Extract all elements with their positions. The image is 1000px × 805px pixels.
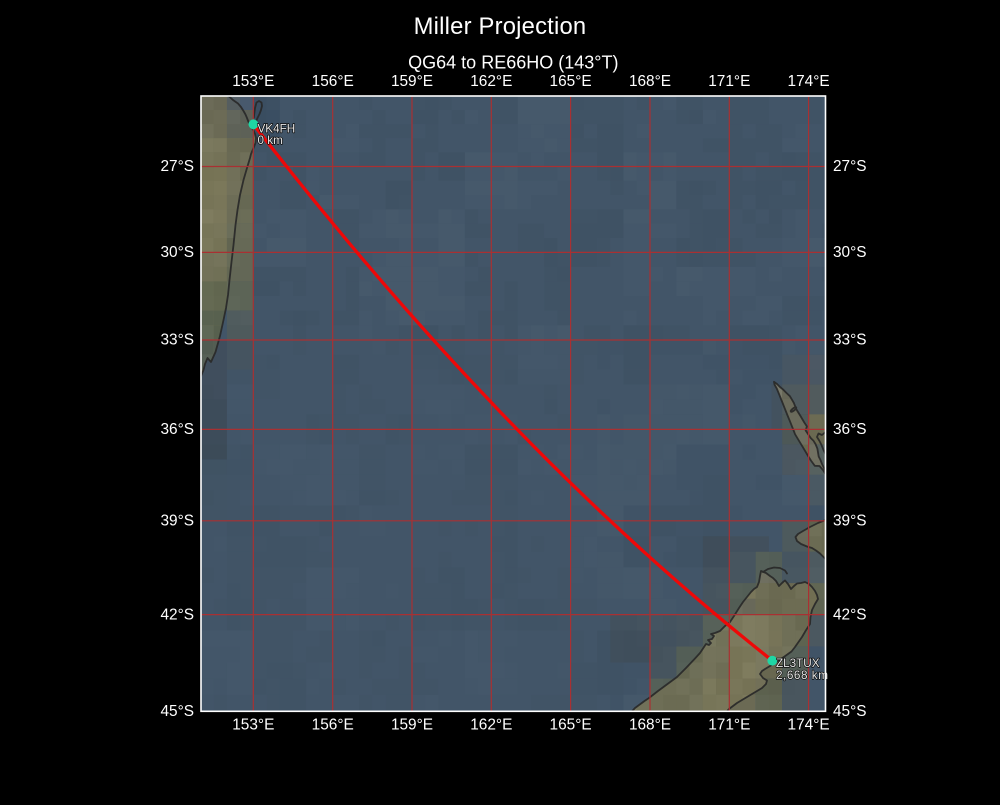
svg-text:156°E: 156°E — [312, 717, 354, 734]
svg-text:2,668 km: 2,668 km — [776, 669, 828, 682]
svg-text:168°E: 168°E — [629, 717, 671, 734]
svg-text:ZL3TUX: ZL3TUX — [776, 657, 820, 670]
svg-text:36°S: 36°S — [833, 421, 867, 438]
svg-text:174°E: 174°E — [788, 73, 830, 90]
svg-text:VK4FH: VK4FH — [258, 122, 296, 135]
svg-text:153°E: 153°E — [232, 73, 274, 90]
svg-text:45°S: 45°S — [160, 703, 194, 720]
svg-text:165°E: 165°E — [550, 717, 592, 734]
svg-text:165°E: 165°E — [550, 73, 592, 90]
svg-text:159°E: 159°E — [391, 717, 433, 734]
svg-text:162°E: 162°E — [470, 73, 512, 90]
svg-text:27°S: 27°S — [160, 158, 194, 175]
svg-text:39°S: 39°S — [833, 513, 867, 530]
svg-text:33°S: 33°S — [833, 332, 867, 349]
svg-text:42°S: 42°S — [833, 606, 867, 623]
svg-text:33°S: 33°S — [160, 332, 194, 349]
svg-text:30°S: 30°S — [833, 244, 867, 261]
svg-text:42°S: 42°S — [160, 606, 194, 623]
svg-text:171°E: 171°E — [708, 717, 750, 734]
svg-text:162°E: 162°E — [470, 717, 512, 734]
svg-text:27°S: 27°S — [833, 158, 867, 175]
svg-text:0 km: 0 km — [258, 134, 283, 147]
svg-text:153°E: 153°E — [232, 717, 274, 734]
svg-text:QG64 to RE66HO (143°T): QG64 to RE66HO (143°T) — [408, 53, 618, 73]
svg-text:159°E: 159°E — [391, 73, 433, 90]
svg-text:30°S: 30°S — [160, 244, 194, 261]
svg-text:168°E: 168°E — [629, 73, 671, 90]
svg-text:45°S: 45°S — [833, 703, 867, 720]
svg-text:171°E: 171°E — [708, 73, 750, 90]
svg-text:156°E: 156°E — [312, 73, 354, 90]
svg-text:39°S: 39°S — [160, 513, 194, 530]
svg-text:36°S: 36°S — [160, 421, 194, 438]
svg-text:174°E: 174°E — [788, 717, 830, 734]
svg-text:Miller Projection: Miller Projection — [414, 13, 587, 40]
